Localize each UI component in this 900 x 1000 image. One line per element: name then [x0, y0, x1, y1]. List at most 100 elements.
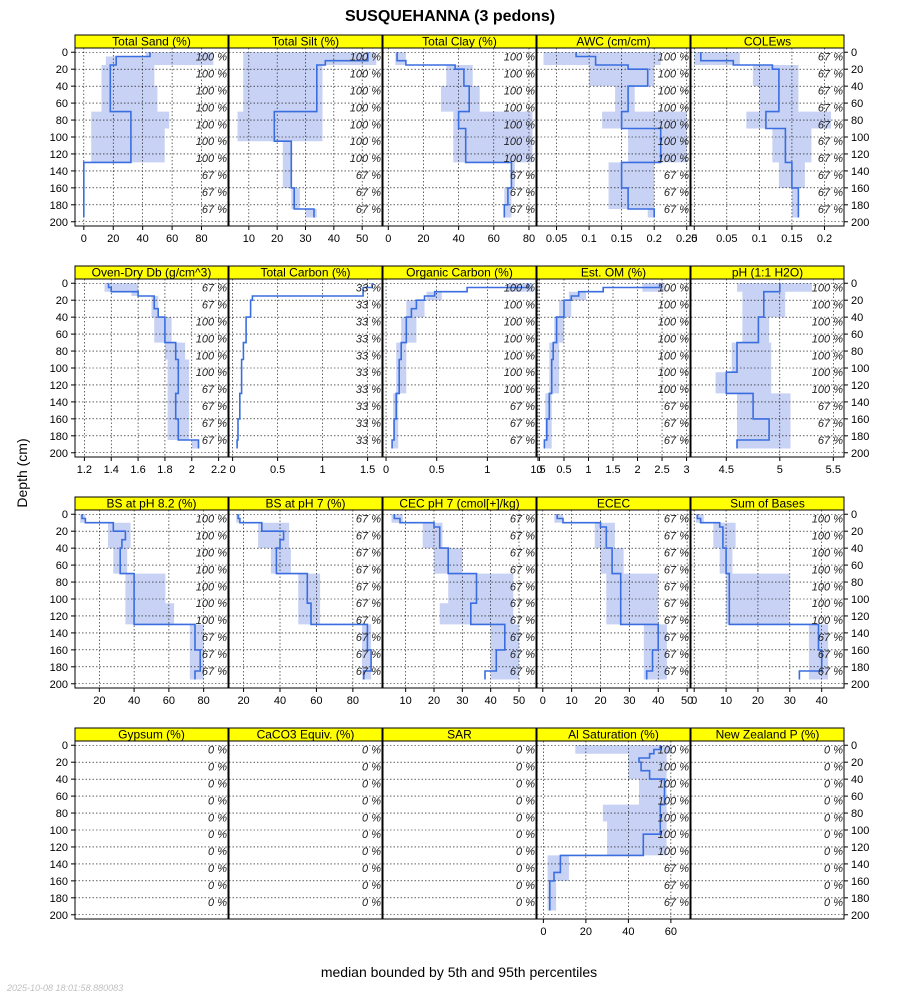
data-coverage-label: 0 %: [362, 846, 381, 858]
panel-5: Oven-Dry Db (g/cm^3) 67 % 67 % 100 % 100 % 10…: [50, 265, 229, 476]
data-coverage-label: 0 %: [824, 744, 843, 756]
data-coverage-label: 67 %: [818, 170, 843, 182]
x-tick-label: 60: [665, 926, 677, 938]
panel-6: Total Carbon (%) 33 % 33 % 33 % 33 % 33 % 33 %…: [228, 265, 383, 476]
depth-tick-label: 180: [851, 431, 869, 443]
x-tick-label: 1: [484, 464, 490, 476]
x-tick-label: 0.15: [781, 233, 802, 245]
depth-tick-label: 140: [851, 397, 869, 409]
data-coverage-label: 100 %: [812, 615, 843, 627]
data-coverage-label: 100 %: [350, 68, 381, 80]
depth-tick-label: 120: [851, 149, 869, 161]
data-coverage-label: 0 %: [824, 795, 843, 807]
x-tick-label: 10: [400, 695, 412, 707]
panel-title: New Zealand P (%): [716, 728, 820, 742]
data-coverage-label: 67 %: [356, 204, 381, 216]
panel-12: CEC pH 7 (cmol[+]/kg) 67 % 67 % 67 % 67 % 67 …: [382, 496, 537, 707]
depth-tick-label: 80: [851, 808, 863, 820]
percentile-band: [694, 52, 831, 218]
panel-grid: Total Sand (%)100 %100 %100 %100 %100 %1…: [50, 34, 869, 938]
data-coverage-label: 0 %: [516, 863, 535, 875]
panel-15: Gypsum (%) 0 % 0 % 0 % 0 % 0 % 0 % 0 % 0 % 0 % 0 %…: [50, 727, 229, 922]
panel-9: pH (1:1 H2O) 100 % 100 % 100 % 100 % 100 % 100…: [690, 265, 869, 476]
depth-tick-label: 160: [851, 183, 869, 195]
data-coverage-label: 67 %: [818, 204, 843, 216]
panel-title: Oven-Dry Db (g/cm^3): [92, 266, 212, 280]
x-tick-label: 80: [523, 233, 535, 245]
depth-tick-label: 140: [50, 166, 68, 178]
panel-11: BS at pH 7 (%) 67 % 67 % 67 % 67 % 67 % 67 % 67…: [228, 496, 383, 707]
data-coverage-label: 33 %: [356, 418, 381, 430]
data-coverage-label: 67 %: [664, 418, 689, 430]
data-coverage-label: 67 %: [356, 615, 381, 627]
x-tick-label: 0: [385, 233, 391, 245]
depth-tick-label: 140: [50, 859, 68, 871]
data-coverage-label: 67 %: [510, 666, 535, 678]
data-coverage-label: 67 %: [356, 170, 381, 182]
panel-title: Total Carbon (%): [260, 266, 350, 280]
depth-tick-label: 120: [50, 380, 68, 392]
data-coverage-label: 0 %: [362, 812, 381, 824]
x-tick-label: 60: [310, 695, 322, 707]
data-coverage-label: 67 %: [664, 401, 689, 413]
data-coverage-label: 100 %: [350, 136, 381, 148]
depth-tick-label: 60: [56, 560, 68, 572]
data-coverage-label: 0 %: [362, 778, 381, 790]
depth-tick-label: 20: [56, 757, 68, 769]
x-tick-label: 3: [684, 464, 690, 476]
percentile-band: [543, 52, 687, 218]
panel-title: Total Silt (%): [272, 35, 339, 49]
data-coverage-label: 100 %: [658, 136, 689, 148]
data-coverage-label: 67 %: [818, 102, 843, 114]
x-tick-label: 40: [128, 695, 140, 707]
x-tick-label: 1.5: [605, 464, 620, 476]
depth-tick-label: 80: [851, 577, 863, 589]
percentile-band: [104, 283, 199, 449]
data-coverage-label: 100 %: [658, 333, 689, 345]
depth-tick-label: 100: [851, 363, 869, 375]
data-coverage-label: 100 %: [504, 282, 535, 294]
data-coverage-label: 33 %: [356, 350, 381, 362]
x-tick-label: 60: [488, 233, 500, 245]
data-coverage-label: 0 %: [208, 863, 227, 875]
data-coverage-label: 100 %: [812, 282, 843, 294]
data-coverage-label: 100 %: [350, 102, 381, 114]
data-coverage-label: 67 %: [818, 85, 843, 97]
depth-tick-label: 40: [851, 543, 863, 555]
percentile-band: [395, 52, 533, 218]
data-coverage-label: 100 %: [504, 350, 535, 362]
panel-frame: [536, 509, 691, 689]
x-tick-label: 20: [93, 695, 105, 707]
data-coverage-label: 67 %: [818, 119, 843, 131]
x-tick-label: 50: [356, 233, 368, 245]
x-tick-label: 10: [243, 233, 255, 245]
data-coverage-label: 67 %: [664, 547, 689, 559]
data-coverage-label: 67 %: [818, 51, 843, 63]
depth-tick-label: 80: [56, 346, 68, 358]
panel-title: COLEws: [744, 35, 791, 49]
data-coverage-label: 0 %: [516, 880, 535, 892]
data-coverage-label: 0 %: [824, 846, 843, 858]
depth-tick-label: 200: [851, 910, 869, 922]
median-line: [273, 52, 369, 218]
x-tick-label: 0.2: [647, 233, 662, 245]
depth-tick-label: 40: [851, 312, 863, 324]
data-coverage-label: 0 %: [516, 829, 535, 841]
x-tick-label: 0.5: [556, 464, 571, 476]
x-tick-label: 2.5: [654, 464, 669, 476]
depth-tick-label: 140: [50, 397, 68, 409]
data-coverage-label: 100 %: [196, 153, 227, 165]
data-coverage-label: 0 %: [824, 761, 843, 773]
panel-title: Al Saturation (%): [568, 728, 659, 742]
panel-title: Sum of Bases: [730, 497, 805, 511]
data-coverage-label: 100 %: [812, 384, 843, 396]
depth-tick-label: 200: [50, 910, 68, 922]
data-coverage-label: 67 %: [356, 187, 381, 199]
data-coverage-label: 100 %: [196, 547, 227, 559]
data-coverage-label: 67 %: [202, 282, 227, 294]
x-tick-label: 20: [428, 695, 440, 707]
data-coverage-label: 0 %: [208, 880, 227, 892]
data-coverage-label: 100 %: [196, 513, 227, 525]
x-tick-label: 10: [720, 695, 732, 707]
data-coverage-label: 100 %: [504, 68, 535, 80]
